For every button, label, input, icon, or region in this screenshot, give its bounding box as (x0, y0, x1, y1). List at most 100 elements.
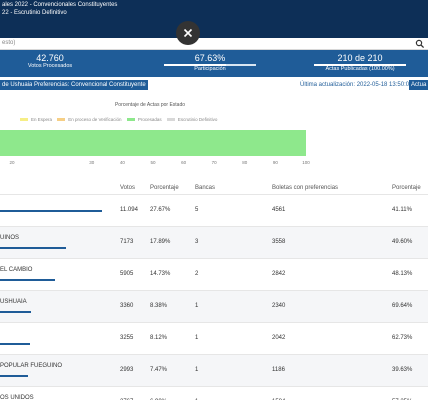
legend-label: En proceso de Verificación (68, 117, 122, 122)
cell-porcentaje-preferencias: 62.73% (392, 335, 413, 341)
cell-porcentaje-preferencias: 41.11% (392, 207, 412, 213)
chart-plot (0, 128, 306, 158)
cell-boletas: 3558 (272, 239, 286, 245)
x-tick-label: 80 (242, 160, 248, 165)
actas-progress (314, 64, 406, 66)
cell-votos: 7173 (120, 239, 134, 245)
cell-porcentaje-preferencias: 49.60% (392, 239, 413, 245)
cell-bancas: 2 (195, 271, 199, 277)
stat-label: Votos Procesados (27, 63, 73, 69)
search-bar: esto) (0, 38, 428, 50)
table-row: 3255 8.12% 1 2042 62.73% (0, 322, 428, 354)
actas-chart: Porcentaje de Actas por Estado En Espera… (0, 98, 428, 178)
stat-label: Actas Publicadas (100.00%) (325, 66, 395, 72)
legend-item: En Espera (20, 117, 52, 122)
search-input[interactable]: esto) (2, 40, 16, 46)
vote-share-bar (0, 343, 30, 345)
party-name: OS UNIDOS (0, 395, 34, 400)
legend-item: Procesadas (126, 117, 162, 122)
legend-swatch (126, 118, 135, 122)
cell-porcentaje: 7.47% (150, 367, 168, 373)
cell-votos: 3360 (120, 303, 134, 309)
header-porcentaje: Porcentaje (150, 185, 179, 191)
chart-title: Porcentaje de Actas por Estado (114, 102, 186, 108)
cell-votos: 3255 (120, 335, 134, 341)
cell-boletas: 1186 (272, 367, 285, 373)
stat-participation: 67.63% Participación (155, 50, 265, 73)
x-tick-label: 30 (89, 160, 95, 165)
stats-panel: 42.760 Votos Procesados 67.63% Participa… (0, 50, 428, 77)
cell-porcentaje: 17.89% (150, 239, 171, 245)
x-tick-label: 100 (302, 160, 310, 165)
table-row: UINOS 7173 17.89% 3 3558 49.60% (0, 226, 428, 258)
district-filter[interactable]: de Ushuaia (0, 80, 35, 90)
cell-porcentaje: 14.73% (150, 271, 171, 277)
legend-label: Procesadas (137, 117, 162, 122)
stat-label: Participación (194, 66, 226, 72)
cell-porcentaje-preferencias: 48.13% (392, 271, 413, 277)
x-tick-label: 70 (211, 160, 217, 165)
cell-boletas: 2042 (272, 335, 286, 341)
legend-swatch (20, 118, 28, 122)
header-votos: Votos (120, 185, 136, 191)
header-bar: ales 2022 - Convencionales Constituyente… (0, 0, 428, 38)
header-bancas: Bancas (195, 185, 216, 191)
cell-porcentaje-preferencias: 39.63% (392, 367, 413, 373)
x-tick-label: 50 (150, 160, 156, 165)
cell-porcentaje: 8.38% (150, 303, 168, 309)
cell-votos: 5905 (120, 271, 134, 277)
header-porcentaje-preferencias: Porcentaje (392, 185, 421, 191)
cell-bancas: 3 (195, 239, 199, 245)
bar-procesadas (0, 130, 306, 156)
party-name: USHUAIA (0, 299, 27, 305)
cell-boletas: 4561 (272, 207, 286, 213)
participation-progress (164, 64, 256, 66)
legend-swatch (57, 118, 66, 122)
stat-votes: 42.760 Votos Procesados (0, 50, 100, 70)
x-tick-label: 40 (119, 160, 125, 165)
actas-progress-fill (314, 64, 406, 66)
cell-votos: 2993 (120, 367, 134, 373)
cell-bancas: 1 (195, 303, 199, 309)
party-name: UINOS (0, 235, 20, 241)
cell-porcentaje: 8.12% (150, 335, 168, 341)
stat-actas: 210 de 210 Actas Publicadas (100.00%) (300, 50, 420, 73)
cell-bancas: 1 (195, 335, 199, 341)
table-row: EL CAMBIO 5905 14.73% 2 2842 48.13% (0, 258, 428, 290)
cell-votos: 11.094 (120, 207, 138, 213)
table-row: POPULAR FUEGUINO 2993 7.47% 1 1186 39.63% (0, 354, 428, 386)
party-name: POPULAR FUEGUINO (0, 363, 63, 369)
close-button[interactable] (176, 21, 200, 45)
legend-swatch (166, 118, 175, 122)
stat-value: 67.63% (194, 53, 226, 63)
stat-value: 42.760 (36, 53, 64, 63)
cell-bancas: 1 (195, 367, 199, 373)
vote-share-bar (0, 247, 66, 249)
participation-progress-fill (164, 64, 227, 66)
chart-legend: En Espera En proceso de Verificación Pro… (20, 117, 221, 122)
election-title: ales 2022 - Convencionales Constituyente… (2, 2, 118, 8)
last-updated: Última actualización: 2022-05-18 13:50:0… (300, 82, 413, 88)
close-icon (183, 28, 193, 38)
category-filter[interactable]: Preferencias: Convencional Constituyente (32, 80, 148, 90)
filters-row: de Ushuaia Preferencias: Convencional Co… (0, 80, 428, 92)
header-boletas: Boletas con preferencias (272, 185, 339, 191)
vote-share-bar (0, 210, 102, 212)
legend-label: Escrutinio Definitivo (177, 117, 218, 122)
x-axis: 20 30 40 50 60 70 80 90 100 (0, 160, 309, 168)
x-tick-label: 20 (9, 160, 15, 165)
table-row: 11.094 27.67% 5 4561 41.11% (0, 194, 428, 226)
cell-boletas: 2842 (272, 271, 286, 277)
search-icon[interactable] (415, 39, 425, 49)
table-row: USHUAIA 3360 8.38% 1 2340 69.64% (0, 290, 428, 322)
refresh-button[interactable]: Actua (409, 80, 428, 90)
legend-item: En proceso de Verificación (57, 117, 122, 122)
table-header: Votos Porcentaje Bancas Boletas con pref… (0, 183, 428, 193)
cell-porcentaje-preferencias: 69.64% (392, 303, 413, 309)
legend-label: En Espera (31, 117, 53, 122)
x-tick-label: 60 (181, 160, 187, 165)
cell-porcentaje: 27.67% (150, 207, 171, 213)
table-row: OS UNIDOS27676.90%1158457.25% (0, 386, 428, 400)
cell-boletas: 2340 (272, 303, 286, 309)
legend-item: Escrutinio Definitivo (166, 117, 218, 122)
